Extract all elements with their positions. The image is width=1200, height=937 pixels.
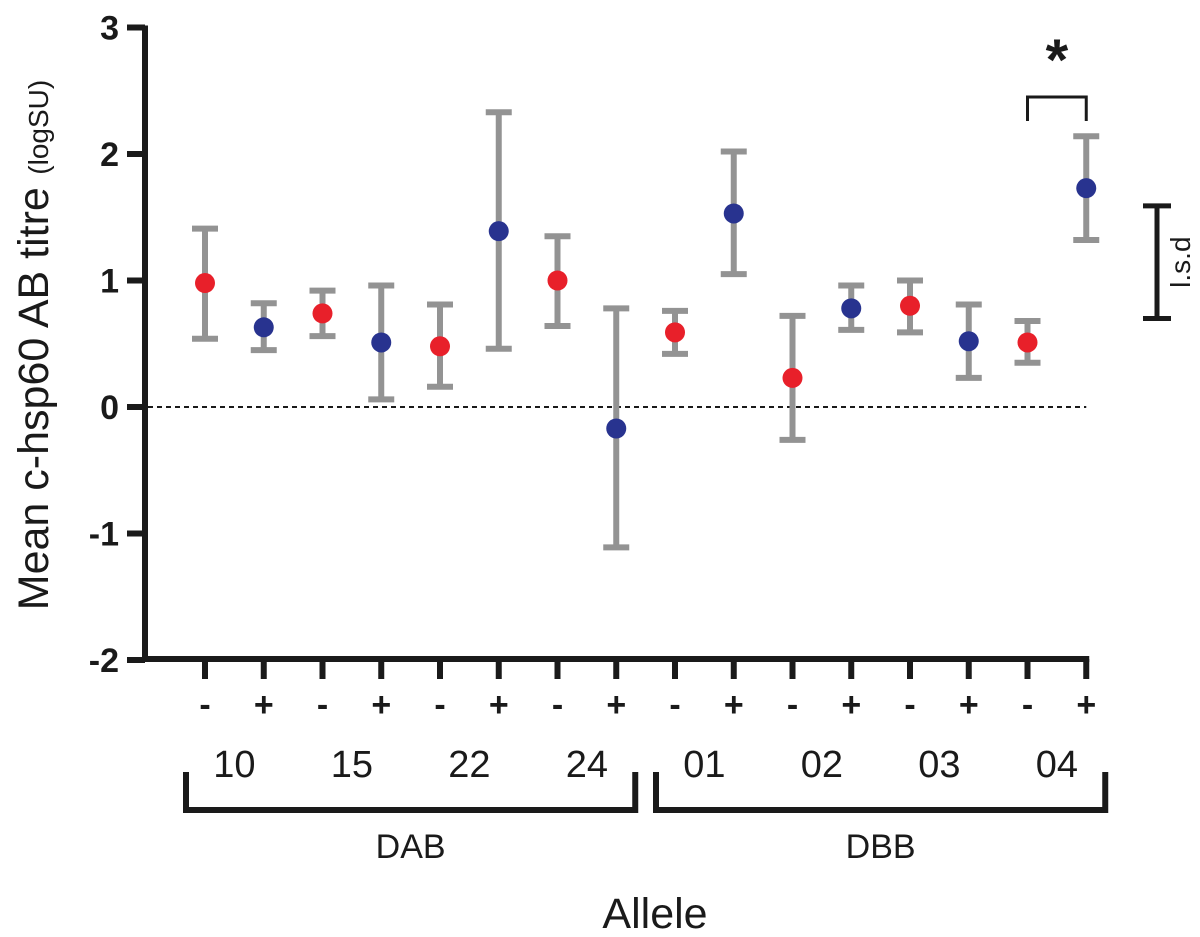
- data-point: [723, 203, 744, 224]
- x-sign-label: -: [199, 686, 210, 724]
- y-tick-label: 1: [100, 263, 119, 301]
- data-point: [606, 418, 627, 439]
- y-ticks: 3 2 1 0 -1 -2: [89, 10, 145, 680]
- group-label: DAB: [376, 828, 446, 866]
- x-sign-label: +: [724, 686, 744, 724]
- lsd-label: l.s.d: [1165, 236, 1196, 287]
- data-point: [312, 303, 333, 324]
- allele-label: 10: [213, 744, 255, 786]
- data-point: [1076, 178, 1097, 199]
- data-point: [900, 295, 920, 316]
- allele-label: 22: [448, 744, 490, 786]
- x-sign-label: +: [841, 686, 861, 724]
- x-sign-label: -: [904, 686, 915, 724]
- allele-label: 15: [331, 744, 373, 786]
- x-sign-label: -: [787, 686, 798, 724]
- data-point: [665, 322, 685, 343]
- x-sign-label: +: [254, 686, 274, 724]
- x-sign-label: -: [434, 686, 445, 724]
- significance-bracket: [1026, 95, 1088, 121]
- group-brackets: DAB DBB: [183, 772, 1109, 866]
- group-bracket: [183, 772, 639, 813]
- x-sign-label: -: [317, 686, 328, 724]
- y-axis-label: Mean c-hsp60 AB titre (logSU): [10, 80, 58, 610]
- x-sign-label: +: [959, 686, 979, 724]
- x-sign-label: -: [1022, 686, 1033, 724]
- x-sign-label: -: [552, 686, 563, 724]
- data-point: [253, 317, 274, 338]
- y-axis-label-main: Mean c-hsp60 AB titre: [10, 187, 58, 610]
- data-point: [371, 332, 392, 353]
- y-tick-label: -2: [89, 642, 119, 680]
- x-axis-label: Allele: [602, 890, 707, 937]
- allele-label: 24: [566, 744, 608, 786]
- data-point: [430, 336, 450, 357]
- data-point: [547, 270, 568, 291]
- x-sign-label: +: [1076, 686, 1096, 724]
- x-sign-label: +: [489, 686, 509, 724]
- allele-label: 04: [1036, 744, 1078, 786]
- data-point: [195, 273, 215, 294]
- data-point: [958, 331, 979, 352]
- y-tick-label: 2: [100, 136, 119, 174]
- y-tick-label: 0: [100, 389, 119, 427]
- allele-label: 03: [918, 744, 960, 786]
- data-point: [488, 221, 509, 242]
- allele-label: 02: [801, 744, 843, 786]
- data-point: [841, 298, 862, 319]
- x-ticks: - + - + - + - + - + - + - + - +10 15 22 24 01 02 03 04: [199, 659, 1096, 786]
- group-bracket: [653, 772, 1109, 813]
- x-sign-label: +: [606, 686, 626, 724]
- x-sign-label: +: [371, 686, 391, 724]
- data-points: [195, 178, 1097, 439]
- data-point: [782, 367, 803, 388]
- annotations: * l.s.d: [1026, 28, 1196, 321]
- data-point: [1017, 332, 1038, 353]
- group-label: DBB: [846, 828, 916, 866]
- x-sign-label: -: [669, 686, 680, 724]
- y-tick-label: -1: [89, 516, 119, 554]
- error-bars: [192, 109, 1100, 551]
- allele-label: 01: [683, 744, 725, 786]
- y-axis-label-unit: (logSU): [23, 80, 54, 175]
- significance-star: *: [1046, 28, 1069, 93]
- y-tick-label: 3: [100, 10, 119, 48]
